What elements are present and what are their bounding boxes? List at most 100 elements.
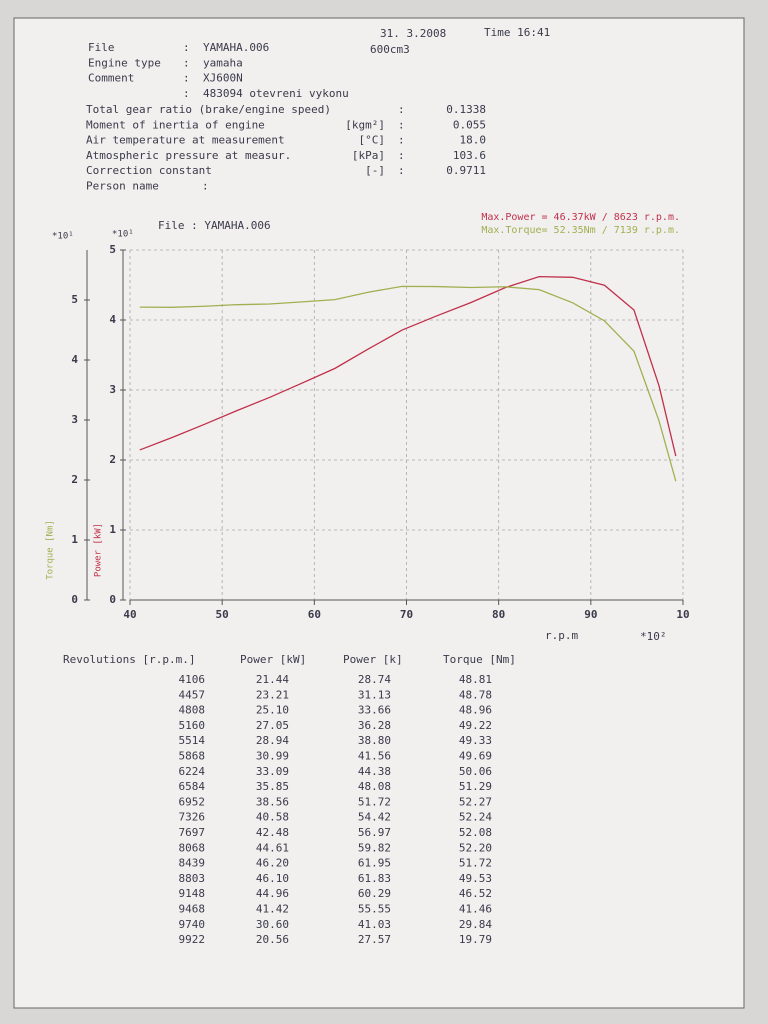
table-cell: 31.13 [358,688,391,701]
y2-tick-label: 3 [109,383,116,396]
table-cell: 5514 [179,734,206,747]
field-value: 18.0 [460,134,487,147]
x-tick-label: 10 [676,608,689,621]
table-cell: 8439 [179,857,206,870]
displacement: 600cm3 [370,43,410,56]
table-cell: 6584 [179,780,206,793]
table-cell: 50.06 [459,765,492,778]
separator: : [183,56,190,69]
separator: : [398,149,405,162]
table-cell: 55.55 [358,903,391,916]
table-cell: 8068 [179,841,206,854]
table-cell: 27.57 [358,933,391,946]
field-label: Comment [88,72,134,85]
y-tick-label: 1 [71,533,78,546]
y-tick-label: 4 [71,353,78,366]
field-value: YAMAHA.006 [203,41,269,54]
table-cell: 6224 [179,765,206,778]
table-cell: 40.58 [256,811,289,824]
table-cell: 42.48 [256,826,289,839]
y-tick-label: 3 [71,413,78,426]
table-cell: 9740 [179,918,206,931]
table-cell: 46.10 [256,872,289,885]
table-cell: 8803 [179,872,206,885]
separator: : [398,164,405,177]
table-header: Revolutions [r.p.m.] [63,653,195,666]
x-tick-label: 70 [400,608,413,621]
field-value: 0.9711 [446,164,486,177]
table-cell: 49.69 [459,750,492,763]
field-unit: [°C] [359,134,386,147]
table-cell: 44.96 [256,887,289,900]
y-multiplier: *10¹ [52,232,74,242]
y-tick-label: 5 [71,293,78,306]
field-value: 103.6 [453,149,486,162]
y2-multiplier: *10¹ [112,230,134,240]
table-cell: 59.82 [358,841,391,854]
table-cell: 30.99 [256,750,289,763]
y-label: Torque [Nm] [46,520,56,580]
field-unit: [kgm²] [345,118,385,131]
table-cell: 23.21 [256,688,289,701]
table-cell: 60.29 [358,887,391,900]
table-cell: 51.72 [459,857,492,870]
table-cell: 4106 [179,673,206,686]
table-cell: 33.66 [358,704,391,717]
table-cell: 25.10 [256,704,289,717]
table-cell: 41.56 [358,750,391,763]
time: Time 16:41 [484,26,550,39]
table-header: Power [k] [343,653,403,666]
table-cell: 35.85 [256,780,289,793]
table-cell: 52.08 [459,826,492,839]
paper [13,17,745,1009]
table-cell: 46.52 [459,887,492,900]
x-tick-label: 90 [584,608,597,621]
y2-label: Power [kW] [94,523,104,577]
table-cell: 41.03 [358,918,391,931]
y2-tick-label: 5 [109,243,116,256]
table-cell: 7697 [179,826,206,839]
field-unit: [-] [365,164,385,177]
field-label: Moment of inertia of engine [86,118,265,131]
table-cell: 6952 [179,795,206,808]
table-cell: 48.78 [459,688,492,701]
table-cell: 9922 [179,933,206,946]
table-cell: 28.94 [256,734,289,747]
annotation: Max.Torque= 52.35Nm / 7139 r.p.m. [481,225,680,236]
table-cell: 36.28 [358,719,391,732]
series-line [139,285,677,482]
table-cell: 4808 [179,704,206,717]
separator: : [183,41,190,54]
x-tick-label: 50 [216,608,229,621]
field-label: Engine type [88,56,161,69]
separator: : [202,180,209,193]
table-cell: 38.80 [358,734,391,747]
field-value: 483094 otevreni vykonu [203,87,349,100]
field-value: yamaha [203,56,243,69]
table-cell: 33.09 [256,765,289,778]
field-label: Total gear ratio (brake/engine speed) [86,103,331,116]
table-cell: 41.42 [256,903,289,916]
field-label: Person name [86,180,159,193]
table-cell: 61.95 [358,857,391,870]
separator: : [398,134,405,147]
table-cell: 4457 [179,688,206,701]
table-cell: 19.79 [459,933,492,946]
field-unit: [kPa] [352,149,385,162]
table-cell: 9468 [179,903,206,916]
separator: : [398,103,405,116]
separator: : [183,72,190,85]
table-cell: 52.20 [459,841,492,854]
table-header: Torque [Nm] [443,653,516,666]
table-cell: 29.84 [459,918,492,931]
table-cell: 21.44 [256,673,289,686]
table-cell: 56.97 [358,826,391,839]
table-cell: 61.83 [358,872,391,885]
y2-tick-label: 1 [109,523,116,536]
table-cell: 51.29 [459,780,492,793]
table-cell: 44.61 [256,841,289,854]
table-cell: 46.20 [256,857,289,870]
table-cell: 41.46 [459,903,492,916]
series-line [139,275,677,457]
